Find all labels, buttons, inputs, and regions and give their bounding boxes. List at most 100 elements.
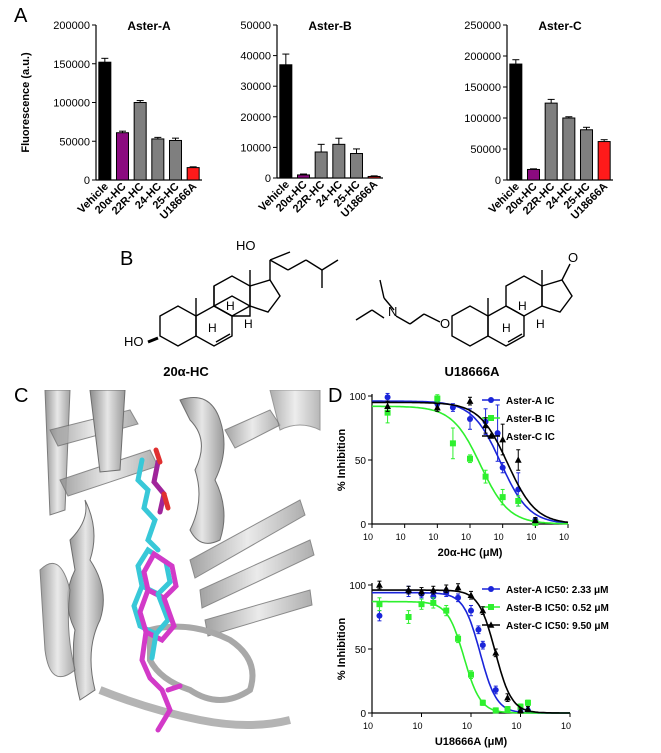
y-axis-label: Fluorescence (a.u.): [20, 52, 32, 153]
data-point: [376, 612, 383, 619]
legend-label: Aster-A IC50: 2.33 μM: [506, 585, 608, 596]
x-tick-label: 10: [428, 532, 438, 542]
data-point: [376, 601, 383, 608]
data-point: [467, 416, 473, 423]
chart-title: Aster-C: [538, 19, 582, 33]
nitrogen-label: N: [388, 304, 397, 319]
protein-ribbon: [39, 390, 321, 729]
structure-u18666a: [355, 263, 573, 347]
data-point: [515, 497, 522, 504]
data-point: [488, 397, 494, 403]
data-point: [384, 402, 391, 410]
chart-title: Aster-B: [308, 19, 352, 33]
data-point: [443, 607, 450, 614]
hydrogen-label: H: [226, 299, 235, 313]
y-tick-label: 250000: [464, 20, 501, 32]
y-tick-label: 200000: [464, 51, 501, 63]
x-tick-label: 10: [494, 532, 504, 542]
data-point: [488, 415, 494, 421]
data-point: [488, 586, 494, 592]
chart-title: Aster-A: [127, 19, 171, 33]
data-point: [517, 706, 524, 714]
fit-curve: [372, 600, 570, 714]
y-axis-label: % Inhibition: [336, 618, 348, 681]
y-tick-label: 100: [349, 581, 366, 592]
legend-label: Aster-B IC: [506, 414, 555, 425]
data-point: [433, 403, 441, 411]
y-tick-label: 50: [355, 456, 367, 467]
y-tick-label: 0: [360, 709, 366, 720]
x-axis-label: U18666A (μM): [435, 736, 508, 748]
data-point: [405, 586, 412, 593]
y-tick-label: 50000: [59, 136, 90, 148]
data-point: [455, 635, 462, 642]
data-point: [499, 435, 507, 443]
panel-label-b: B: [120, 248, 134, 270]
molecule-name-u18666a: U18666A: [445, 364, 501, 379]
y-tick-label: 100000: [464, 113, 501, 125]
structure-20a-hc: [147, 251, 339, 347]
y-tick-label: 40000: [240, 51, 271, 63]
hydroxyl-label: HO: [124, 334, 144, 349]
data-point: [482, 473, 489, 480]
data-point: [479, 607, 487, 614]
data-point: [466, 397, 474, 404]
y-tick-label: 150000: [53, 59, 90, 71]
fit-curve: [372, 401, 569, 524]
panel-label-c: C: [14, 385, 29, 407]
y-tick-label: 20000: [240, 112, 271, 124]
data-point: [434, 395, 441, 402]
y-tick-label: 50000: [470, 144, 501, 156]
panel-label-d: D: [328, 385, 343, 407]
y-tick-label: 10000: [240, 142, 271, 154]
x-tick-label: 10: [559, 532, 569, 542]
y-tick-label: 100: [349, 392, 366, 403]
data-point: [487, 432, 495, 439]
legend-label: Aster-A IC: [506, 396, 555, 407]
y-tick-label: 0: [495, 175, 501, 187]
data-point: [418, 601, 425, 608]
x-axis-label: 20α-HC (μM): [438, 547, 503, 559]
hydrogen-label: H: [536, 317, 545, 331]
x-tick-label: 10: [462, 721, 472, 731]
legend-label: Aster-C IC50: 9.50 μM: [506, 621, 609, 632]
data-point: [499, 494, 506, 501]
x-tick-label: 10: [363, 721, 373, 731]
bar-chart-aster-c: Aster-C050000100000150000200000250000Veh…: [464, 19, 613, 222]
hydrogen-label: H: [208, 321, 217, 335]
data-point: [405, 614, 412, 620]
data-point: [442, 585, 450, 592]
y-tick-label: 100000: [53, 98, 90, 110]
panel-label-a: A: [14, 5, 28, 27]
data-point: [467, 591, 475, 599]
y-tick-label: 200000: [53, 20, 90, 32]
data-point: [449, 440, 456, 447]
data-point: [482, 421, 489, 429]
oxygen-label: O: [440, 316, 450, 331]
bar-chart-aster-a: Aster-A 0 50000 100000 150000 200000 Fluoresce…: [20, 19, 202, 222]
data-point: [492, 707, 499, 714]
y-tick-label: 0: [84, 175, 90, 187]
molecule-name-20a-hc: 20α-HC: [163, 364, 209, 379]
bar-chart-aster-b: Aster-B01000020000300004000050000Vehicle…: [240, 19, 383, 220]
data-point: [504, 706, 511, 713]
ligand-sticks: [131, 447, 183, 733]
data-point: [429, 586, 437, 593]
data-point: [494, 430, 501, 437]
protein-structure-render: [39, 390, 321, 733]
hydrogen-label: H: [518, 299, 527, 313]
data-point: [455, 594, 462, 601]
data-point: [454, 583, 462, 591]
data-point: [468, 607, 474, 614]
data-point: [531, 516, 539, 523]
data-point: [492, 649, 500, 656]
y-tick-label: 30000: [240, 81, 271, 93]
x-tick-label: 10: [412, 721, 422, 731]
data-point: [487, 621, 495, 628]
x-tick-label: 10: [396, 532, 406, 542]
y-tick-label: 150000: [464, 82, 501, 94]
data-point: [384, 409, 391, 416]
legend-label: Aster-B IC50: 0.52 μM: [506, 603, 609, 614]
